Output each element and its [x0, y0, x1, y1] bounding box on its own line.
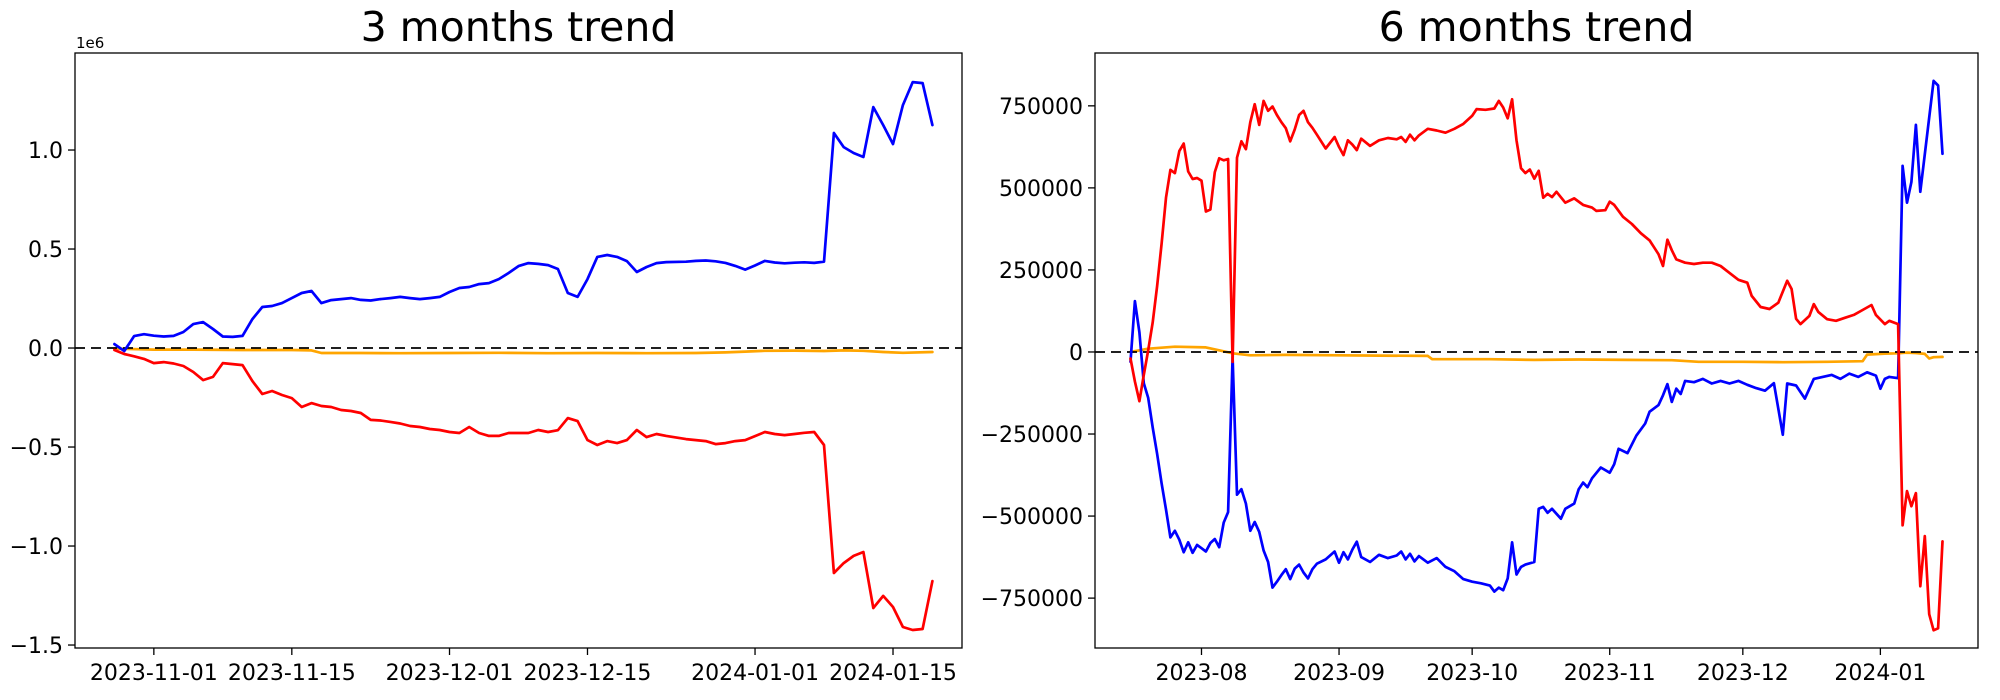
x-tick-label: 2023-11	[1564, 661, 1656, 686]
x-tick-label: 2023-12	[1697, 661, 1789, 686]
y-tick-label: 0.5	[28, 238, 63, 263]
series-blue-line	[113, 80, 934, 353]
y-tick-label: −1.5	[10, 634, 63, 659]
series-orange-line	[1129, 345, 1944, 364]
y-tick-label: 0	[1069, 341, 1083, 366]
chart-title-3m: 3 months trend	[360, 3, 677, 51]
x-tick-label: 2023-08	[1156, 661, 1248, 686]
series-red-line	[1129, 97, 1944, 632]
y-tick-label: 250000	[999, 259, 1083, 284]
x-tick-label: 2023-10	[1426, 661, 1518, 686]
y-axis-offset-label: 1e6	[76, 34, 105, 52]
y-tick-label: 0.0	[28, 337, 63, 362]
y-tick-label: 750000	[999, 95, 1083, 120]
x-tick-label: 2023-11-15	[228, 661, 356, 686]
x-tick-label: 2023-09	[1293, 661, 1385, 686]
y-tick-label: 1.0	[28, 139, 63, 164]
y-tick-label: −750000	[981, 587, 1083, 612]
plot-frame	[74, 52, 963, 649]
y-tick-label: 500000	[999, 177, 1083, 202]
y-tick-label: −1.0	[10, 535, 63, 560]
series-orange-line	[113, 347, 934, 355]
y-tick-label: −0.5	[10, 436, 63, 461]
chart-trend-3m: 2023-11-01 2023-11-15 2023-12-01 2023-12-15…	[10, 52, 963, 686]
series-blue-line	[1129, 79, 1944, 593]
series-red-line	[113, 348, 934, 632]
plot-frame	[1094, 52, 1979, 649]
x-tick-label: 2023-12-01	[386, 661, 514, 686]
y-tick-label: −500000	[981, 505, 1083, 530]
chart-title-6m: 6 months trend	[1378, 3, 1695, 51]
x-tick-label: 2024-01-15	[829, 661, 957, 686]
chart-trend-6m: 2023-08 2023-09 2023-10 2023-11 2023-12 2024-…	[981, 52, 1979, 686]
y-tick-label: −250000	[981, 423, 1083, 448]
x-tick-label: 2023-11-01	[90, 661, 218, 686]
x-tick-label: 2023-12-15	[524, 661, 652, 686]
x-tick-label: 2024-01-01	[691, 661, 819, 686]
x-tick-label: 2024-01	[1834, 661, 1926, 686]
